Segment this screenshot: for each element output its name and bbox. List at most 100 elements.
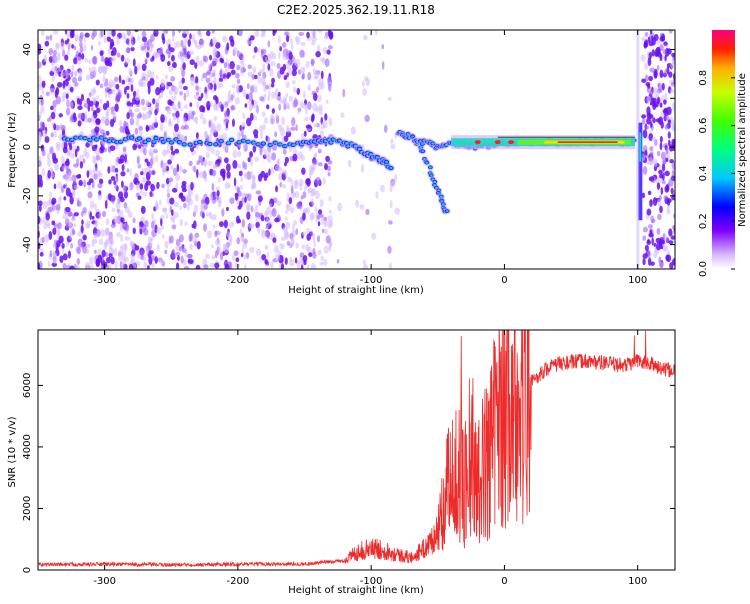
noise-dot [321,82,325,89]
noise-dot [154,108,158,116]
noise-dot [657,116,664,125]
noise-dot [168,65,174,72]
noise-dot [320,255,324,261]
noise-dot [119,245,123,250]
noise-dot [110,50,115,57]
noise-dot [124,154,127,163]
noise-dot [70,243,74,249]
noise-dot [192,116,198,123]
noise-dot [78,35,83,43]
noise-dot [150,220,155,230]
noise-dot [83,179,86,188]
noise-dot [167,99,173,106]
noise-dot [299,49,305,58]
noise-dot [323,221,329,228]
noise-dot [66,32,70,39]
noise-dot [60,155,65,164]
noise-dot [129,168,132,177]
noise-dot [296,87,301,95]
noise-dot [154,256,158,264]
noise-dot [143,40,149,49]
noise-dot [43,234,50,243]
noise-dot [217,80,221,89]
noise-dot [67,100,74,110]
noise-dot [381,44,385,50]
noise-dot [93,109,97,116]
noise-dot [199,59,205,67]
noise-dot [181,187,187,193]
noise-dot [137,162,141,168]
noise-dot [119,154,125,164]
noise-dot [161,33,165,41]
noise-dot [312,251,317,259]
noise-dot [64,40,69,45]
noise-dot [240,252,244,258]
noise-dot [119,119,123,128]
noise-dot [164,249,168,255]
noise-dot [232,46,238,55]
noise-dot [38,215,41,225]
noise-dot [661,159,667,165]
noise-dot [647,190,652,195]
noise-dot [123,223,130,232]
noise-dot [239,184,243,190]
noise-dot [52,252,58,258]
noise-dot [267,63,271,71]
noise-dot [226,171,231,179]
noise-dot [272,237,277,243]
noise-dot [186,89,190,98]
noise-dot [268,90,271,96]
noise-dot [100,55,105,63]
noise-dot [180,39,184,48]
noise-dot [204,91,208,100]
noise-dot [270,91,276,99]
noise-dot [666,210,671,215]
noise-dot [216,230,222,236]
noise-dot [323,245,329,254]
noise-dot [141,176,147,183]
noise-dot [198,171,204,179]
noise-dot [265,56,268,64]
noise-dot [150,183,156,192]
noise-dot [69,196,74,205]
noise-dot [269,51,274,60]
noise-dot [175,251,181,256]
noise-dot [38,262,41,269]
noise-dot [85,261,91,269]
figure-title: C2E2.2025.362.19.11.R18 [277,3,435,17]
noise-dot [146,265,150,269]
noise-dot [220,104,224,112]
noise-dot [93,203,97,211]
noise-dot [222,101,228,109]
noise-dot [252,66,257,74]
spike-column [636,30,640,269]
ridge-bright [137,137,142,140]
noise-dot [286,240,291,246]
noise-dot [203,160,207,168]
ridge-bright [251,141,255,144]
noise-dot [91,106,94,112]
noise-dot [302,231,307,236]
noise-dot [143,147,147,156]
noise-dot [170,209,174,216]
noise-dot [293,192,297,198]
noise-dot [192,235,198,244]
noise-dot [172,112,177,117]
noise-dot [239,52,244,60]
noise-dot [86,181,92,186]
noise-dot [282,52,288,61]
noise-dot [62,214,68,220]
noise-dot [274,253,280,261]
noise-dot [230,39,235,47]
noise-dot [650,121,653,129]
noise-dot [151,255,155,261]
noise-dot [328,31,334,40]
noise-dot [303,90,306,100]
noise-dot [275,114,279,120]
noise-dot [167,159,172,165]
noise-dot [669,88,675,94]
noise-dot [276,159,280,167]
noise-dot [171,61,177,69]
noise-dot [50,105,54,111]
noise-dot [125,128,130,135]
